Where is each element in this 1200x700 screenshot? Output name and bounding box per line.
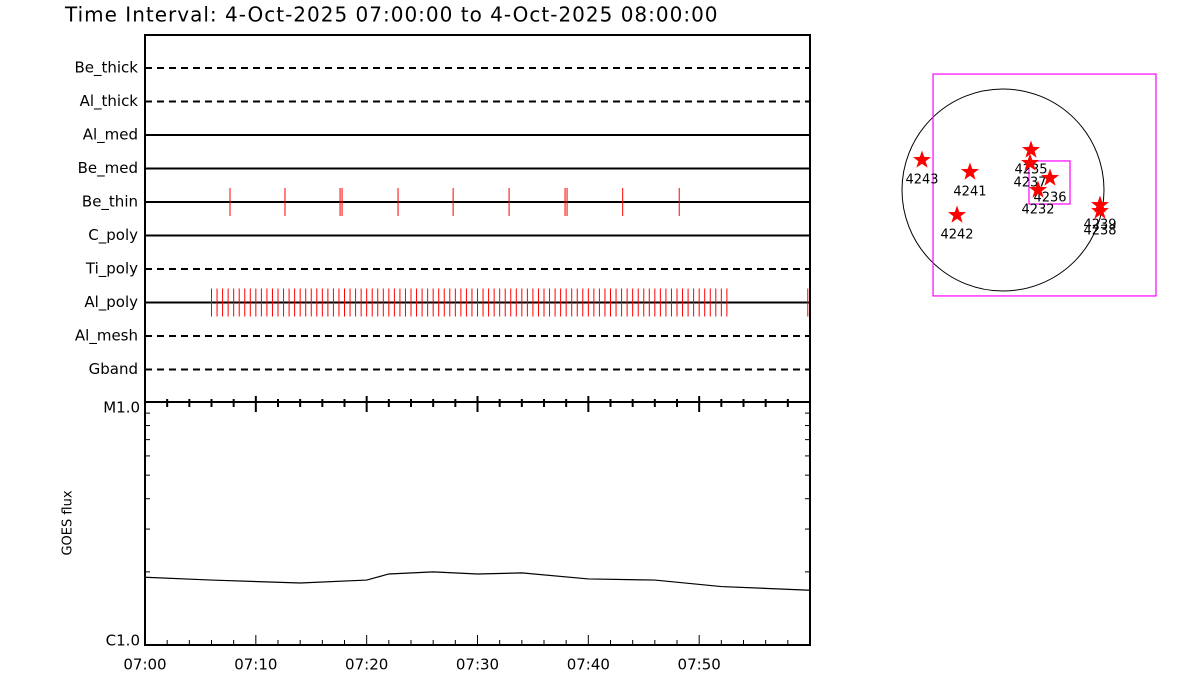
- region-star: [1021, 153, 1040, 171]
- x-tick-label: 07:50: [678, 656, 721, 674]
- region-label: 4243: [905, 173, 938, 188]
- x-tick-label: 07:20: [345, 656, 388, 674]
- region-label: 4242: [940, 228, 973, 243]
- region-star: [960, 162, 979, 180]
- row-label: C_poly: [88, 226, 138, 245]
- region-star: [913, 150, 931, 168]
- x-tick-label: 07:10: [234, 656, 277, 674]
- region-star: [948, 205, 967, 223]
- region-star: [1029, 180, 1048, 198]
- y-tick-label: C1.0: [106, 632, 140, 650]
- fov-box: [932, 73, 1157, 297]
- row-label: Ti_poly: [85, 260, 138, 279]
- title: Time Interval: 4-Oct-2025 07:00:00 to 4-…: [64, 3, 719, 27]
- row-label: Gband: [89, 360, 138, 378]
- zoom-box: [1028, 160, 1071, 205]
- x-tick-label: 07:40: [567, 656, 610, 674]
- row-label: Be_thin: [82, 193, 138, 212]
- x-tick-label: 07:30: [456, 656, 499, 674]
- region-label: 4232: [1021, 203, 1054, 218]
- y-axis-label: GOES flux: [61, 490, 76, 555]
- region-label: 4239: [1083, 218, 1116, 233]
- y-tick-label: M1.0: [103, 399, 140, 417]
- row-label: Al_thick: [80, 92, 139, 111]
- row-label: Al_med: [83, 126, 138, 145]
- goes-line: [144, 571, 811, 591]
- row-label: Al_poly: [84, 293, 138, 312]
- row-label: Be_med: [78, 159, 138, 178]
- region-label: 4238: [1083, 224, 1116, 239]
- row-label: Al_mesh: [75, 327, 138, 346]
- region-star: [1041, 168, 1060, 186]
- region-star: [1022, 140, 1040, 158]
- plot-frame: [144, 34, 811, 646]
- row-label: Be_thick: [74, 59, 138, 78]
- region-label: 4235: [1014, 163, 1047, 178]
- solar-disk: [901, 88, 1105, 292]
- region-star: [1091, 201, 1109, 219]
- region-label: 4241: [953, 185, 986, 200]
- x-tick-label: 07:00: [123, 656, 166, 674]
